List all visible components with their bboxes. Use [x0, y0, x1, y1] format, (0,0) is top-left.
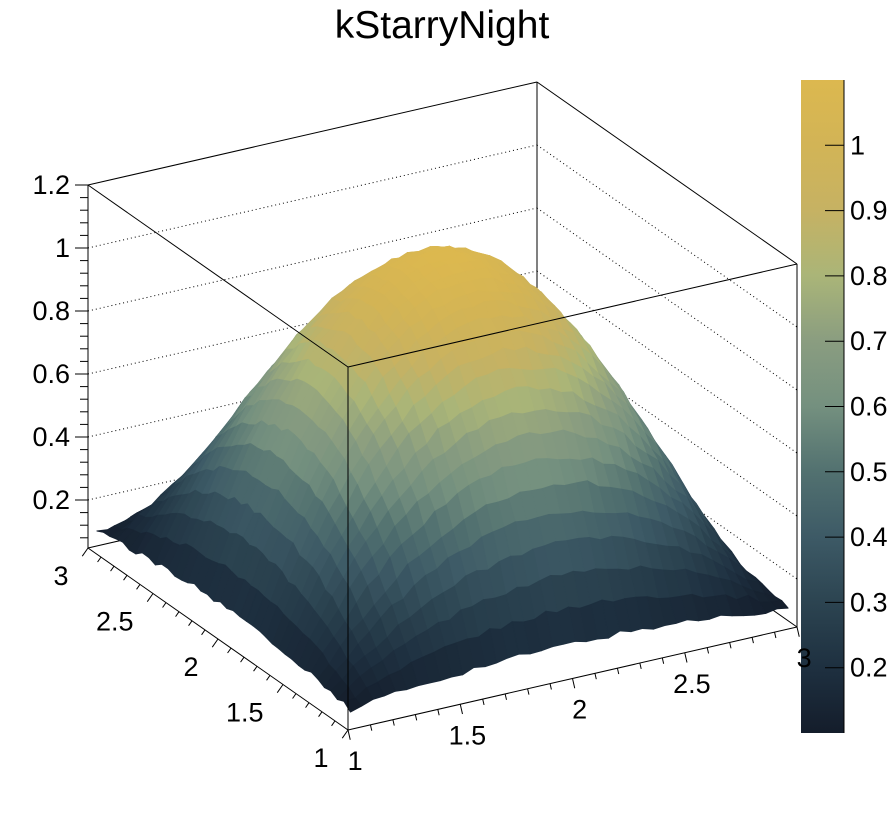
- y-axis-minor-tick: [97, 556, 102, 563]
- x-axis-tick: [796, 626, 800, 637]
- x-axis-tick: [684, 652, 688, 663]
- x-axis-tick: [459, 704, 463, 715]
- x-axis-minor-tick: [549, 683, 552, 690]
- x-axis-tick-label: 3: [797, 643, 812, 673]
- x-axis-minor-tick: [414, 714, 418, 721]
- y-axis-tick: [146, 593, 154, 602]
- y-axis-tick-label: 1.5: [226, 697, 264, 727]
- y-axis-tick-label: 2: [183, 652, 198, 682]
- y-axis-minor-tick: [162, 602, 167, 608]
- y-axis-tick: [81, 547, 89, 557]
- x-axis-minor-tick: [661, 657, 665, 664]
- x-axis-tick: [347, 729, 351, 740]
- surface-mesh: [96, 245, 789, 713]
- y-axis-minor-tick: [123, 575, 128, 581]
- y-axis-minor-tick: [188, 620, 193, 627]
- z-gridline: [536, 270, 798, 454]
- box-edge-top: [347, 263, 798, 368]
- frame-and-axes: 0.2 0.4 0.6 0.8 1 1.2 1 1.5 2 2.5 3 1 1.5 2 2.5 3: [32, 81, 812, 776]
- x-axis-minor-tick: [751, 637, 754, 644]
- y-axis-minor-tick: [201, 629, 206, 636]
- y-axis-minor-tick: [318, 711, 323, 718]
- y-axis-minor-tick: [266, 675, 271, 681]
- x-axis-tick-label: 1.5: [449, 720, 487, 750]
- z-axis-tick-label: 0.4: [32, 422, 70, 452]
- y-axis-minor-tick: [253, 666, 258, 672]
- box-edge-top: [536, 81, 798, 265]
- box-edge-top: [87, 184, 349, 368]
- x-axis-minor-tick: [639, 662, 642, 670]
- color-bar-tick-label: 0.7: [850, 326, 888, 356]
- color-bar-tick-label: 0.5: [850, 457, 888, 487]
- y-axis-tick-label: 2.5: [96, 606, 134, 636]
- x-axis-minor-tick: [729, 642, 732, 649]
- color-bar-tick-label: 0.6: [850, 392, 888, 422]
- x-axis-minor-tick: [369, 724, 373, 731]
- z-axis-tick-label: 0.8: [32, 296, 70, 326]
- color-bar-tick-label: 0.4: [850, 522, 888, 552]
- x-axis-minor-tick: [527, 688, 530, 695]
- color-bar: 0.2 0.3 0.4 0.5 0.6 0.7 0.8 0.9 1: [801, 80, 888, 733]
- x-axis-minor-tick: [504, 693, 507, 700]
- x-axis-tick-label: 2.5: [673, 669, 711, 699]
- x-axis-minor-tick: [774, 632, 777, 639]
- z-gridline: [87, 396, 538, 501]
- x-axis-minor-tick: [482, 698, 485, 706]
- z-axis-tick-label: 0.2: [32, 485, 70, 515]
- y-axis-minor-tick: [227, 647, 232, 654]
- z-gridline: [536, 144, 798, 328]
- z-gridline: [87, 144, 538, 249]
- chart-title: kStarryNight: [335, 4, 550, 47]
- z-gridline: [536, 207, 798, 391]
- y-axis-minor-tick: [240, 656, 245, 663]
- z-gridline: [87, 270, 538, 375]
- x-axis-tick: [572, 678, 576, 689]
- z-axis-tick-label: 1.2: [32, 170, 70, 200]
- z-axis-tick-label: 0.6: [32, 359, 70, 389]
- y-axis-tick: [341, 729, 349, 739]
- y-axis-minor-tick: [292, 693, 297, 699]
- z-axis-tick-label: 1: [55, 233, 70, 263]
- y-axis-tick-label: 3: [53, 561, 68, 591]
- color-bar-tick-label: 0.8: [850, 261, 888, 291]
- z-gridline: [87, 333, 538, 438]
- y-axis-minor-tick: [331, 720, 336, 727]
- x-axis-tick-label: 1: [348, 746, 363, 776]
- x-axis-minor-tick: [594, 673, 597, 680]
- x-axis-minor-tick: [392, 719, 395, 726]
- x-axis-minor-tick: [437, 709, 440, 716]
- y-axis-minor-tick: [305, 702, 310, 708]
- y-axis-tick: [276, 684, 284, 693]
- color-bar-tick-label: 0.2: [850, 653, 888, 683]
- x-axis-minor-tick: [616, 668, 620, 675]
- x-axis-minor-tick: [706, 647, 710, 654]
- x-axis-tick-label: 2: [572, 695, 587, 725]
- color-bar-tick-label: 1: [850, 130, 865, 160]
- y-axis-tick: [211, 638, 219, 648]
- z-gridline: [87, 207, 538, 312]
- color-bar-tick-label: 0.3: [850, 587, 888, 617]
- color-bar-tick-label: 0.9: [850, 196, 888, 226]
- y-axis-minor-tick: [110, 565, 115, 572]
- y-axis-minor-tick: [136, 584, 141, 590]
- box-edge-top: [87, 81, 538, 186]
- y-axis-tick-label: 1: [313, 743, 328, 773]
- y-axis-minor-tick: [175, 611, 180, 617]
